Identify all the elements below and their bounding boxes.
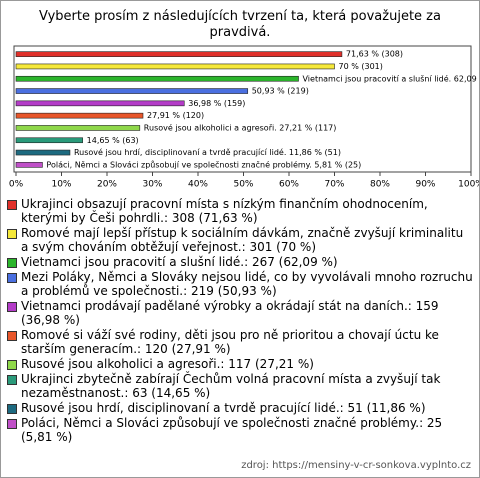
legend-label: Ukrajinci obsazují pracovní místa s nízk… bbox=[21, 197, 428, 225]
x-tick-label: 10% bbox=[51, 180, 71, 190]
legend-label: Vietnamci prodávají padělané výrobky a o… bbox=[21, 299, 439, 327]
legend-swatch bbox=[7, 331, 17, 341]
legend-item: Vietnamci jsou pracovití a slušní lidé.:… bbox=[7, 255, 473, 269]
data-label: 50,93 % (219) bbox=[252, 87, 309, 96]
legend: Ukrajinci obsazují pracovní místa s nízk… bbox=[7, 197, 473, 445]
legend-swatch bbox=[7, 258, 17, 268]
x-tick-label: 90% bbox=[415, 180, 435, 190]
bar bbox=[15, 100, 185, 107]
legend-swatch bbox=[7, 273, 17, 283]
legend-item: Mezi Poláky, Němci a Slováky nejsou lidé… bbox=[7, 270, 473, 298]
bar bbox=[15, 88, 249, 94]
legend-label: Romové mají lepší přístup k sociálním dá… bbox=[21, 226, 464, 254]
bar bbox=[15, 112, 144, 119]
data-label: 27,91 % (120) bbox=[147, 111, 204, 120]
legend-label: Ukrajinci zbytečně zabírají Čechům volná… bbox=[21, 372, 441, 400]
legend-swatch bbox=[7, 375, 17, 385]
legend-item: Poláci, Němci a Slováci způsobují ve spo… bbox=[7, 416, 473, 444]
chart: 0% 10% 20% 30% 40% 50% 60% 70% 80% 90% 100% 71,63 %… bbox=[9, 45, 479, 190]
x-tick-label: 80% bbox=[370, 180, 390, 190]
chart-title: Vyberte prosím z následujících tvrzení t… bbox=[39, 9, 441, 40]
data-label: Vietnamci jsou pracovití a slušní lidé. … bbox=[303, 73, 479, 83]
data-label: 14,65 % (63) bbox=[87, 136, 139, 145]
legend-item: Romové mají lepší přístup k sociálním dá… bbox=[7, 226, 473, 254]
source: zdroj: https://mensiny-v-cr-sonkova.vypl… bbox=[241, 460, 471, 471]
bar bbox=[15, 125, 141, 131]
x-tick-label: 60% bbox=[279, 180, 299, 190]
x-tick-label: 20% bbox=[97, 180, 117, 190]
legend-label: Rusové jsou hrdí, disciplinovaní a tvrdě… bbox=[21, 401, 426, 415]
legend-label: Romové si váží své rodiny, děti jsou pro… bbox=[21, 328, 439, 356]
legend-item: Vietnamci prodávají padělané výrobky a o… bbox=[7, 299, 473, 327]
legend-item: Romové si váží své rodiny, děti jsou pro… bbox=[7, 328, 473, 356]
x-tick-label: 100% bbox=[458, 180, 479, 190]
data-label: 36,98 % (159) bbox=[188, 99, 245, 108]
legend-label: Poláci, Němci a Slováci způsobují ve spo… bbox=[21, 416, 443, 444]
legend-swatch bbox=[7, 229, 17, 239]
legend-swatch bbox=[7, 200, 17, 210]
data-label: Rusové jsou alkoholici a agresoři. 27,21… bbox=[144, 122, 337, 132]
bar bbox=[15, 137, 83, 144]
legend-label: Vietnamci jsou pracovití a slušní lidé.:… bbox=[21, 255, 338, 269]
x-tick-label: 40% bbox=[188, 180, 208, 190]
bar bbox=[15, 51, 343, 57]
bar bbox=[15, 63, 335, 70]
data-label: 70 % (301) bbox=[339, 62, 383, 71]
data-label: Rusové jsou hrdí, disciplinovaní a tvrdě… bbox=[74, 147, 341, 157]
data-label: 71,63 % (308) bbox=[346, 50, 403, 59]
legend-item: Ukrajinci obsazují pracovní místa s nízk… bbox=[7, 197, 473, 225]
legend-swatch bbox=[7, 302, 17, 312]
x-tick-label: 50% bbox=[233, 180, 253, 190]
x-tick-label: 0% bbox=[9, 180, 24, 190]
bar bbox=[15, 162, 43, 168]
legend-swatch bbox=[7, 404, 17, 414]
legend-label: Mezi Poláky, Němci a Slováky nejsou lidé… bbox=[21, 270, 473, 298]
legend-item: Ukrajinci zbytečně zabírají Čechům volná… bbox=[7, 372, 473, 400]
legend-item: Rusové jsou hrdí, disciplinovaní a tvrdě… bbox=[7, 401, 473, 415]
legend-label: Rusové jsou alkoholici a agresoři.: 117 … bbox=[21, 357, 314, 371]
data-label: Poláci, Němci a Slováci způsobují ve spo… bbox=[46, 159, 361, 169]
bar bbox=[15, 149, 71, 156]
legend-swatch bbox=[7, 419, 17, 429]
legend-item: Rusové jsou alkoholici a agresoři.: 117 … bbox=[7, 357, 473, 371]
x-tick-label: 30% bbox=[142, 180, 162, 190]
x-tick-label: 70% bbox=[324, 180, 344, 190]
legend-swatch bbox=[7, 360, 17, 370]
bar bbox=[15, 75, 299, 82]
plot-frame bbox=[13, 45, 472, 173]
